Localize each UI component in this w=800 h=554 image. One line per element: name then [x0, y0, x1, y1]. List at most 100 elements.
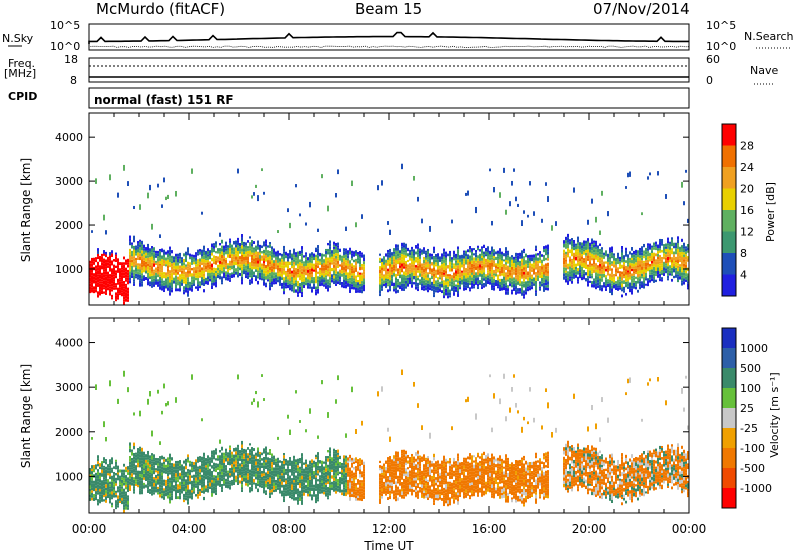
velocity-cell: [197, 473, 199, 477]
velocity-cell: [219, 474, 221, 478]
power-cell: [423, 265, 425, 269]
power-cell: [627, 281, 629, 284]
velocity-cell: [197, 471, 199, 474]
velocity-cell: [247, 467, 249, 472]
power-cell: [511, 272, 513, 276]
power-cell: [529, 262, 531, 266]
velocity-cell: [245, 475, 247, 479]
power-cell: [103, 253, 105, 256]
power-cell: [593, 284, 595, 288]
power-cell: [529, 274, 531, 278]
power-cell: [509, 261, 511, 265]
power-cell: [525, 269, 527, 273]
power-cell: [545, 266, 547, 270]
velocity-cell: [131, 469, 133, 474]
velocity-cell: [281, 494, 283, 497]
power-cell: [397, 256, 399, 259]
power-cell: [359, 274, 361, 278]
power-cell: [291, 282, 293, 285]
power-cell: [217, 264, 219, 268]
power-cell: [685, 276, 687, 280]
power-cell: [359, 272, 361, 275]
power-cell: [633, 260, 635, 264]
power-cell: [141, 270, 143, 274]
velocity-cell: [111, 497, 113, 500]
power-cell: [505, 280, 507, 283]
power-cell: [305, 277, 307, 281]
power-cell: [199, 286, 201, 289]
velocity-cell: [171, 474, 173, 477]
velocity-cell: [129, 467, 131, 470]
power-cell: [119, 293, 121, 296]
power-cell: [489, 168, 491, 172]
power-cell: [179, 252, 181, 257]
power-cell: [515, 275, 517, 278]
velocity-cell: [143, 451, 145, 456]
velocity-cell: [281, 469, 283, 474]
velocity-cell: [211, 470, 213, 475]
power-cell: [483, 266, 485, 270]
power-cell: [573, 273, 575, 277]
power-cell: [159, 234, 161, 238]
power-cell: [433, 294, 435, 298]
power-cell: [397, 285, 399, 288]
power-cell: [425, 264, 427, 268]
power-cell: [441, 283, 443, 288]
power-cell: [417, 277, 419, 281]
velocity-cell: [213, 477, 215, 481]
power-cell: [151, 269, 153, 272]
velocity-cell: [101, 469, 103, 474]
power-cell: [681, 238, 683, 242]
power-cell: [97, 248, 99, 251]
power-cell: [291, 284, 293, 287]
velocity-cell: [139, 451, 141, 455]
power-cell: [185, 258, 187, 262]
power-cell: [133, 249, 135, 253]
power-cell: [295, 289, 297, 293]
power-cell: [321, 174, 323, 179]
velocity-cell: [109, 470, 111, 474]
power-cell: [263, 241, 265, 244]
power-cell: [263, 268, 265, 271]
power-cell: [209, 266, 211, 270]
velocity-cell: [233, 454, 235, 459]
velocity-cell: [91, 437, 93, 440]
power-cell: [441, 277, 443, 281]
power-cell: [651, 260, 653, 264]
power-cell: [351, 277, 353, 282]
power-cell: [443, 274, 445, 277]
power-cell: [473, 266, 475, 269]
power-cell: [667, 248, 669, 253]
power-cell: [625, 292, 627, 296]
power-cell: [639, 260, 641, 265]
velocity-cell: [125, 478, 127, 482]
power-cell: [413, 258, 415, 261]
velocity-cell: [151, 466, 153, 471]
power-cell: [683, 261, 685, 264]
power-cell: [169, 288, 171, 293]
power-cell: [347, 280, 349, 284]
velocity-cell: [269, 466, 271, 469]
power-cell: [281, 267, 283, 272]
power-cell: [151, 252, 153, 255]
power-cell: [243, 246, 245, 250]
power-cell: [275, 263, 277, 267]
velocity-cell: [227, 470, 229, 473]
velocity-cell: [231, 481, 233, 486]
velocity-cell: [143, 464, 145, 469]
power-cell: [545, 245, 547, 249]
velocity-cell: [171, 484, 173, 488]
power-cell: [111, 294, 113, 298]
power-cell: [259, 267, 261, 271]
velocity-cell: [105, 484, 107, 488]
power-cell: [219, 232, 221, 237]
power-cell: [151, 248, 153, 253]
power-cell: [167, 257, 169, 260]
velocity-cell: [229, 455, 231, 459]
power-cell: [379, 257, 381, 261]
power-cell: [379, 284, 381, 289]
power-cell: [601, 254, 603, 258]
power-cell: [419, 253, 421, 257]
velocity-cell: [97, 484, 99, 488]
velocity-cell: [197, 466, 199, 469]
